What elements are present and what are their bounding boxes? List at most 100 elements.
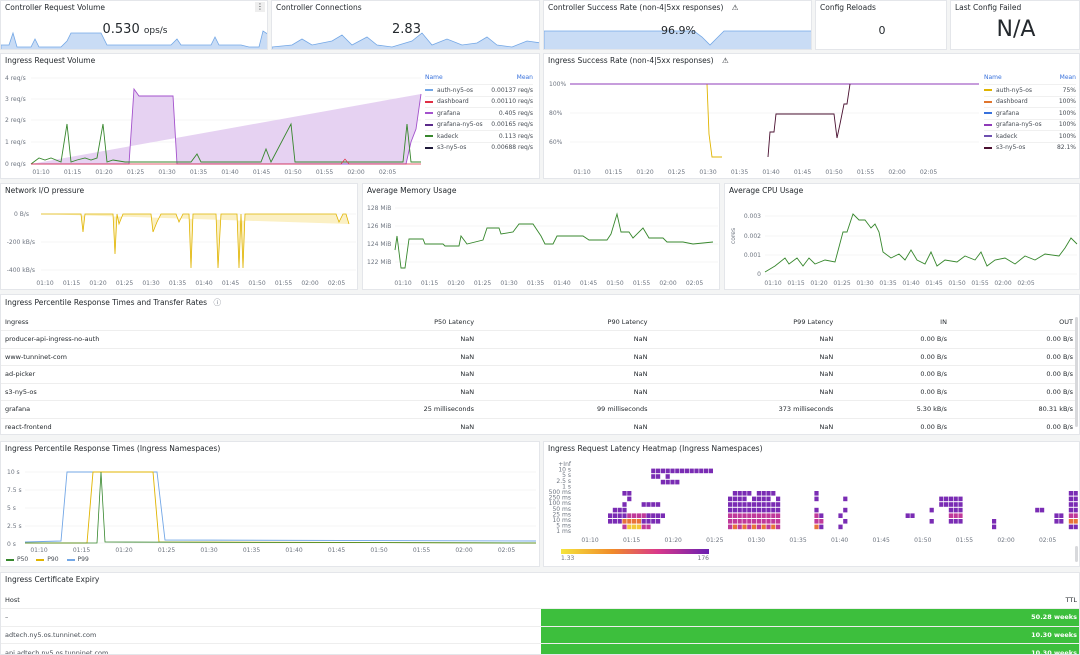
heatmap-cell [958,502,963,507]
stat-config-reloads[interactable]: Config Reloads 0 [815,0,947,50]
panel-cert-expiry[interactable]: Ingress Certificate Expiry Host TTL –50.… [0,572,1080,655]
table-row[interactable]: –50.28 weeks [1,608,1079,626]
x-tick: 01:10 [573,169,590,176]
scrollbar[interactable] [1075,546,1078,562]
x-tick: 01:15 [787,280,804,287]
heatmap-cell [732,496,737,502]
table-cell: 0.00 B/s [950,347,1077,366]
table-row[interactable]: react-frontend NaN NaN NaN 0.00 B/s 0.00 B/s [1,417,1077,434]
table-cell: 0.00 B/s [837,382,951,401]
legend-item[interactable]: s3-ny5-os 82.1% [984,141,1076,154]
legend-item[interactable]: s3-ny5-os 0.00688 req/s [425,141,533,154]
legend-header[interactable]: Name Mean [425,74,533,81]
column-header[interactable]: Ingress [5,317,29,326]
legend-item[interactable]: auth-ny5-os 75% [984,84,1076,96]
legend-item[interactable]: auth-ny5-os 0.00137 req/s [425,84,533,96]
legend-item[interactable]: kadeck 100% [984,130,1076,142]
scrollbar[interactable] [1075,317,1078,427]
x-tick: 01:25 [158,547,175,554]
x-tick: 02:05 [686,280,703,287]
stat-request-volume[interactable]: Controller Request Volume ⋮ 0.530 ops/s [0,0,268,50]
x-tick: 01:55 [971,280,988,287]
legend-item[interactable]: P99 [66,556,89,563]
heatmap-cell [632,519,637,524]
heatmap-cell [1073,519,1078,524]
heatmap-cell [622,491,627,496]
panel-menu-icon[interactable]: ⋮ [255,2,265,12]
heatmap-cell [771,502,776,507]
legend-header[interactable]: Name Mean [984,74,1076,81]
table-cell: NaN [304,347,479,366]
y-tick: 1 ms [556,528,571,535]
table-row[interactable]: s3-ny5-os NaN NaN NaN 0.00 B/s 0.00 B/s [1,382,1077,401]
y-tick: 1 req/s [5,139,26,146]
legend-item[interactable]: dashboard 100% [984,95,1076,108]
x-tick: 01:35 [789,537,806,544]
heatmap-cell [737,496,742,502]
legend-item[interactable]: dashboard 0.00110 req/s [425,95,533,108]
panel-ingress-success-rate[interactable]: Ingress Success Rate (non-4|5xx response… [543,53,1080,179]
table-row[interactable]: producer-api-ingress-no-auth NaN NaN NaN 0.0… [1,330,1077,348]
heatmap-cell [1073,502,1078,507]
x-tick: 02:05 [498,547,515,554]
table-row[interactable]: adtech.ny5.os.tunninet.com 10.30 weeks [1,625,1079,644]
stat-last-config-failed[interactable]: Last Config Failed N/A [950,0,1080,50]
panel-network-io[interactable]: Network I/O pressure 0 B/s -200 kB/s -40… [0,183,358,290]
panel-title: Network I/O pressure [5,186,85,195]
heatmap-cell [660,468,665,474]
table-cell: 0.00 B/s [837,417,951,434]
legend-item[interactable]: P50 [6,556,28,563]
panel-title: Last Config Failed [955,3,1022,12]
table-cell: react-frontend [1,417,305,434]
panel-memory[interactable]: Average Memory Usage 128 MiB 126 MiB 124… [362,183,720,290]
column-header[interactable]: OUT [1059,317,1073,326]
column-header[interactable]: TTL [1065,595,1077,604]
y-tick: 10 ms [552,517,571,524]
column-header[interactable]: IN [940,317,947,326]
table-cell: 5.30 kB/s [837,400,951,418]
column-header[interactable]: Host [5,595,20,604]
table-row[interactable]: grafana 25 milliseconds 99 milliseconds 373… [1,400,1077,418]
heatmap-cell [651,513,656,518]
legend-item[interactable]: grafana 0.405 req/s [425,107,533,119]
heatmap-cell [814,491,819,496]
heatmap-cell [756,496,761,502]
heatmap-cell [929,519,934,524]
info-icon[interactable]: ⚠ [731,3,739,12]
column-header[interactable]: P99 Latency [793,317,834,326]
heatmap-cell [1054,513,1059,518]
warning-icon[interactable]: ⚠ [721,56,729,65]
panel-cpu[interactable]: Average CPU Usage cores 0.003 0.002 0.00… [724,183,1080,290]
column-header[interactable]: P90 Latency [607,317,648,326]
heatmap-cell [771,513,776,518]
table-row[interactable]: www-tunninet-com NaN NaN NaN 0.00 B/s 0.00 B/… [1,347,1077,366]
x-tick: 01:25 [833,280,850,287]
info-icon[interactable]: ⓘ [213,298,221,307]
legend-item[interactable]: grafana-ny5-os 100% [984,118,1076,131]
panel-percentile-table[interactable]: Ingress Percentile Response Times and Tr… [0,294,1080,435]
table-row[interactable]: ad-picker NaN NaN NaN 0.00 B/s 0.00 B/s [1,365,1077,383]
legend-item[interactable]: grafana 100% [984,107,1076,119]
panel-ingress-request-volume[interactable]: Ingress Request Volume 4 req/s 3 req/s 2… [0,53,540,179]
legend-item[interactable]: kadeck 0.113 req/s [425,130,533,142]
x-tick: 01:45 [222,280,239,287]
y-tick: 10 s [7,469,20,476]
table-row[interactable]: api.adtech.ny5.os.tunninet.com 10.30 week… [1,643,1079,654]
stat-connections[interactable]: Controller Connections 2.83 [271,0,540,50]
legend-item[interactable]: P90 [36,556,59,563]
column-header[interactable]: P50 Latency [434,317,475,326]
host-cell: – [1,608,541,626]
heatmap-cell [953,513,958,518]
heatmap-cell [1068,507,1073,513]
heatmap-cell [651,502,656,507]
legend-item[interactable]: grafana-ny5-os 0.00165 req/s [425,118,533,131]
y-tick: 50 ms [552,506,571,513]
x-tick: 01:50 [914,537,931,544]
x-tick: 01:50 [370,547,387,554]
x-tick: 01:10 [581,537,598,544]
heatmap-cell [776,513,781,518]
panel-response-times[interactable]: Ingress Percentile Response Times (Ingre… [0,441,540,567]
panel-title: Controller Success Rate (non-4|5xx respo… [548,3,739,12]
panel-latency-heatmap[interactable]: Ingress Request Latency Heatmap (Ingress… [543,441,1080,567]
stat-success-rate[interactable]: Controller Success Rate (non-4|5xx respo… [543,0,812,50]
